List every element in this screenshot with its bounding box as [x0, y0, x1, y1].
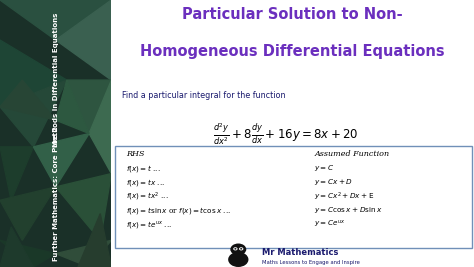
- Polygon shape: [0, 240, 56, 267]
- Text: $f(x) = t$ ...: $f(x) = t$ ...: [126, 163, 161, 174]
- Polygon shape: [56, 174, 111, 240]
- Text: Mr Mathematics: Mr Mathematics: [262, 248, 338, 257]
- Text: $\frac{d^2y}{dx^2} + 8\frac{dy}{dx} + 16y = 8x + 20$: $\frac{d^2y}{dx^2} + 8\frac{dy}{dx} + 16…: [213, 121, 358, 147]
- Polygon shape: [56, 240, 111, 267]
- Circle shape: [230, 244, 246, 255]
- Text: $f(x) = tx^2$ ...: $f(x) = tx^2$ ...: [126, 191, 169, 203]
- Text: Maths Lessons to Engage and Inspire: Maths Lessons to Engage and Inspire: [262, 260, 360, 265]
- Text: Particular Solution to Non-: Particular Solution to Non-: [182, 7, 403, 22]
- Text: $y = Ce^{ux}$: $y = Ce^{ux}$: [314, 219, 346, 230]
- FancyBboxPatch shape: [115, 146, 472, 248]
- Text: Further Mathematics: Core Pure 2:: Further Mathematics: Core Pure 2:: [53, 124, 59, 261]
- Polygon shape: [33, 134, 89, 187]
- Polygon shape: [56, 0, 111, 80]
- Circle shape: [228, 252, 248, 267]
- Circle shape: [233, 247, 237, 250]
- Text: $y = Cx + D$: $y = Cx + D$: [314, 177, 353, 187]
- Text: $f(x) = tx$ ...: $f(x) = tx$ ...: [126, 177, 165, 188]
- Text: $f(x) = te^{ux}$ ...: $f(x) = te^{ux}$ ...: [126, 219, 172, 230]
- Circle shape: [239, 247, 243, 250]
- Text: Assumed Function: Assumed Function: [314, 150, 390, 158]
- Text: Homogeneous Differential Equations: Homogeneous Differential Equations: [140, 44, 445, 59]
- Text: $y = Cx^2 + Dx + \mathrm{E}$: $y = Cx^2 + Dx + \mathrm{E}$: [314, 191, 375, 203]
- Text: $y = C\cos x + D\sin x$: $y = C\cos x + D\sin x$: [314, 205, 383, 214]
- Text: Find a particular integral for the function: Find a particular integral for the funct…: [122, 91, 286, 100]
- Polygon shape: [0, 0, 111, 40]
- Text: Methods in Differential Equations: Methods in Differential Equations: [53, 13, 59, 147]
- Polygon shape: [0, 80, 67, 147]
- Polygon shape: [0, 80, 56, 120]
- Circle shape: [234, 248, 237, 250]
- Text: $f(x) = t\sin x$ or $f(x) = t\cos x$ ...: $f(x) = t\sin x$ or $f(x) = t\cos x$ ...: [126, 205, 231, 215]
- Polygon shape: [78, 214, 111, 267]
- Polygon shape: [67, 80, 111, 134]
- Text: RHS: RHS: [126, 150, 145, 158]
- Polygon shape: [0, 227, 33, 267]
- Polygon shape: [89, 80, 111, 174]
- Polygon shape: [0, 40, 67, 107]
- Text: $y = C$: $y = C$: [314, 163, 335, 173]
- Circle shape: [240, 248, 242, 250]
- Polygon shape: [56, 80, 89, 134]
- Polygon shape: [0, 187, 56, 240]
- Polygon shape: [0, 147, 33, 200]
